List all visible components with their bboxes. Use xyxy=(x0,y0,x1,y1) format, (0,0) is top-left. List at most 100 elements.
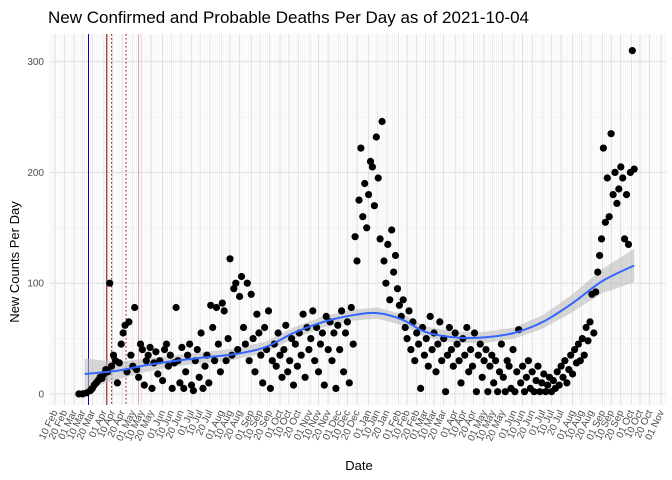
data-point xyxy=(212,303,221,312)
data-point xyxy=(332,384,340,392)
data-point xyxy=(359,213,367,221)
data-point xyxy=(476,340,484,348)
data-point xyxy=(249,335,257,343)
data-point xyxy=(199,384,207,392)
data-point xyxy=(189,387,197,395)
data-point xyxy=(307,335,315,343)
data-point xyxy=(276,351,284,359)
data-point xyxy=(176,379,184,387)
data-point xyxy=(549,377,558,385)
data-point xyxy=(340,368,348,376)
data-point xyxy=(353,257,361,265)
data-points xyxy=(75,47,638,398)
data-point xyxy=(218,299,226,307)
data-point xyxy=(237,272,246,281)
data-point xyxy=(209,323,217,332)
data-point xyxy=(324,346,332,354)
data-point xyxy=(534,362,542,370)
data-point xyxy=(318,329,326,337)
data-point xyxy=(251,368,259,376)
y-tick-label: 0 xyxy=(38,389,44,400)
data-point xyxy=(465,368,473,376)
data-point xyxy=(426,312,434,320)
data-point xyxy=(378,117,386,126)
data-point xyxy=(576,357,584,365)
data-point xyxy=(245,357,253,365)
data-point xyxy=(628,47,636,55)
data-point xyxy=(449,362,457,370)
data-point xyxy=(226,255,234,263)
data-point xyxy=(201,362,209,370)
data-point xyxy=(159,377,167,385)
data-point xyxy=(530,388,538,396)
data-point xyxy=(395,301,403,309)
data-point xyxy=(594,268,602,276)
data-point xyxy=(582,323,590,332)
data-point xyxy=(347,303,355,312)
data-point xyxy=(168,384,176,392)
data-point xyxy=(166,351,174,359)
data-point xyxy=(624,240,633,248)
data-point xyxy=(492,357,500,365)
data-point xyxy=(422,335,430,343)
data-point xyxy=(136,340,145,348)
data-point xyxy=(478,373,486,381)
data-point xyxy=(280,346,288,354)
data-point xyxy=(316,340,325,348)
data-point xyxy=(311,357,319,365)
data-point xyxy=(372,133,380,141)
data-point xyxy=(390,268,398,276)
data-point xyxy=(480,357,488,365)
data-point xyxy=(291,340,299,348)
data-point xyxy=(474,351,482,359)
data-point xyxy=(557,362,565,370)
data-point xyxy=(274,329,282,337)
data-point xyxy=(586,318,594,326)
data-point xyxy=(357,144,365,152)
data-point xyxy=(172,303,180,312)
data-point xyxy=(345,379,353,387)
data-point xyxy=(322,312,330,320)
data-point xyxy=(184,351,192,359)
data-point xyxy=(334,321,342,329)
data-point xyxy=(309,307,317,315)
data-point xyxy=(142,357,150,365)
data-point xyxy=(605,213,613,221)
data-point xyxy=(366,157,375,165)
data-point xyxy=(513,368,521,376)
data-point xyxy=(555,381,563,389)
data-point xyxy=(336,346,344,354)
data-point xyxy=(230,285,238,293)
data-point xyxy=(467,346,475,354)
data-point xyxy=(374,174,382,182)
data-point xyxy=(619,174,627,182)
data-point xyxy=(424,362,432,370)
data-point xyxy=(286,357,294,365)
data-point xyxy=(138,346,146,354)
data-point xyxy=(553,368,561,376)
data-point xyxy=(399,296,407,304)
data-point xyxy=(243,279,251,287)
data-point xyxy=(542,388,550,396)
data-point xyxy=(488,351,496,359)
data-point xyxy=(361,179,369,188)
data-point xyxy=(328,357,336,365)
data-point xyxy=(216,368,224,376)
data-point xyxy=(569,370,577,378)
chart-title: New Confirmed and Probable Deaths Per Da… xyxy=(48,8,529,27)
data-point xyxy=(571,346,579,354)
data-point xyxy=(113,379,121,387)
data-point xyxy=(468,362,477,370)
data-point xyxy=(355,196,363,204)
data-point xyxy=(413,329,421,337)
data-point xyxy=(578,335,586,343)
data-point xyxy=(370,202,378,210)
data-point xyxy=(538,379,546,387)
data-point xyxy=(447,346,455,354)
data-point xyxy=(297,351,305,359)
x-axis-label: Date xyxy=(345,458,372,473)
trend-line xyxy=(84,264,635,375)
data-point xyxy=(152,348,160,356)
data-point xyxy=(253,310,261,318)
